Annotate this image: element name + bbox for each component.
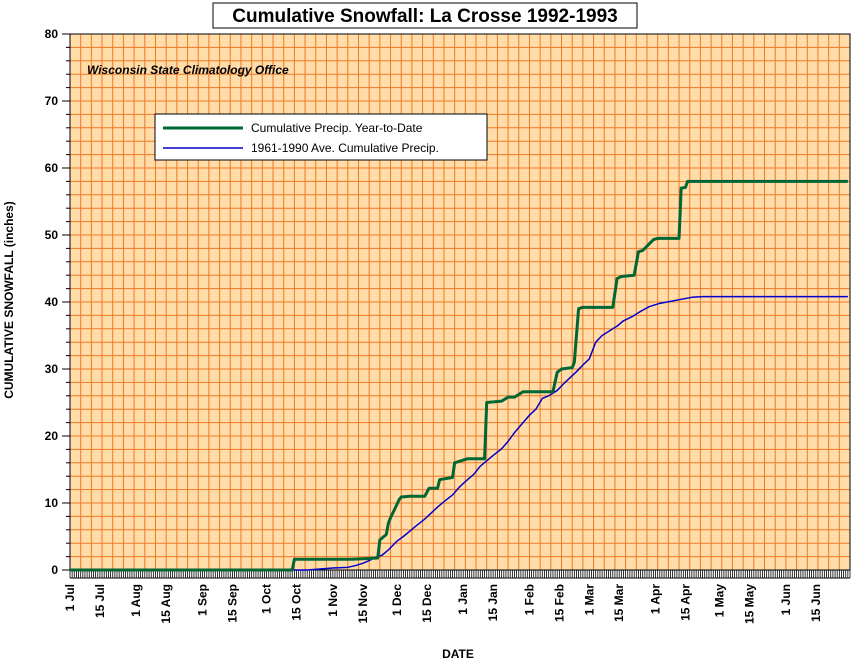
chart-title-box bbox=[212, 2, 638, 29]
y-axis-label: CUMULATIVE SNOWFALL (inches) bbox=[2, 201, 16, 399]
x-tick-label: 1 Feb bbox=[522, 584, 536, 615]
x-tick-label: 1 May bbox=[713, 584, 727, 618]
x-tick-label: 15 Oct bbox=[290, 584, 304, 621]
x-tick-label: 15 Jun bbox=[809, 584, 823, 622]
series-line-year-to-date bbox=[70, 179, 848, 572]
legend-box bbox=[154, 113, 488, 161]
x-axis-label: DATE bbox=[442, 647, 474, 661]
x-tick-label: 1 Jun bbox=[779, 584, 793, 615]
legend-label-series-2: 1961-1990 Ave. Cumulative Precip. bbox=[251, 141, 439, 155]
legend-label-series-1: Cumulative Precip. Year-to-Date bbox=[251, 121, 423, 135]
annotation-text: Wisconsin State Climatology Office bbox=[87, 63, 289, 77]
y-tick-label: 10 bbox=[45, 496, 59, 510]
x-tick-label: 15 May bbox=[743, 584, 757, 624]
x-tick-label: 1 Jan bbox=[456, 584, 470, 615]
x-tick-label: 15 Sep bbox=[225, 584, 239, 623]
legend: Cumulative Precip. Year-to-Date 1961-199… bbox=[154, 113, 488, 161]
x-tick-label: 15 Jul bbox=[93, 584, 107, 618]
x-tick-label: 1 Dec bbox=[390, 584, 404, 616]
series bbox=[70, 179, 848, 572]
x-tick-label: 1 Mar bbox=[582, 584, 596, 616]
x-axis: 1 Jul 15 Jul 1 Aug 15 Aug 1 Sep 15 Sep 1 Oct 15… bbox=[63, 570, 851, 624]
y-tick-label: 80 bbox=[45, 27, 59, 41]
y-tick-label: 0 bbox=[51, 563, 58, 577]
x-tick-label: 1 Oct bbox=[260, 584, 274, 614]
x-tick-label: 1 Sep bbox=[195, 584, 209, 616]
x-tick-label: 15 Apr bbox=[678, 584, 692, 621]
chart-title: Cumulative Snowfall: La Crosse 1992-1993 bbox=[212, 2, 638, 29]
x-tick-label: 1 Aug bbox=[129, 584, 143, 617]
x-tick-label: 15 Aug bbox=[159, 584, 173, 624]
x-tick-label: 15 Nov bbox=[356, 584, 370, 624]
series-line-average bbox=[70, 295, 848, 571]
x-tick-label: 15 Dec bbox=[420, 584, 434, 623]
x-tick-label: 1 Apr bbox=[649, 584, 663, 615]
x-tick-label: 1 Jul bbox=[63, 584, 77, 611]
y-tick-label: 40 bbox=[45, 295, 59, 309]
chart-title-text: Cumulative Snowfall: La Crosse 1992-1993 bbox=[232, 6, 617, 27]
y-tick-label: 50 bbox=[45, 228, 59, 242]
x-tick-label: 15 Jan bbox=[486, 584, 500, 621]
x-tick-label: 15 Feb bbox=[552, 584, 566, 622]
x-tick-label: 15 Mar bbox=[612, 584, 626, 622]
x-tick-label: 1 Nov bbox=[326, 584, 340, 617]
y-axis: 0 10 20 30 40 50 60 70 80 bbox=[45, 27, 70, 577]
y-tick-label: 30 bbox=[45, 362, 59, 376]
y-tick-label: 60 bbox=[45, 161, 59, 175]
y-tick-label: 70 bbox=[45, 94, 59, 108]
y-tick-label: 20 bbox=[45, 429, 59, 443]
